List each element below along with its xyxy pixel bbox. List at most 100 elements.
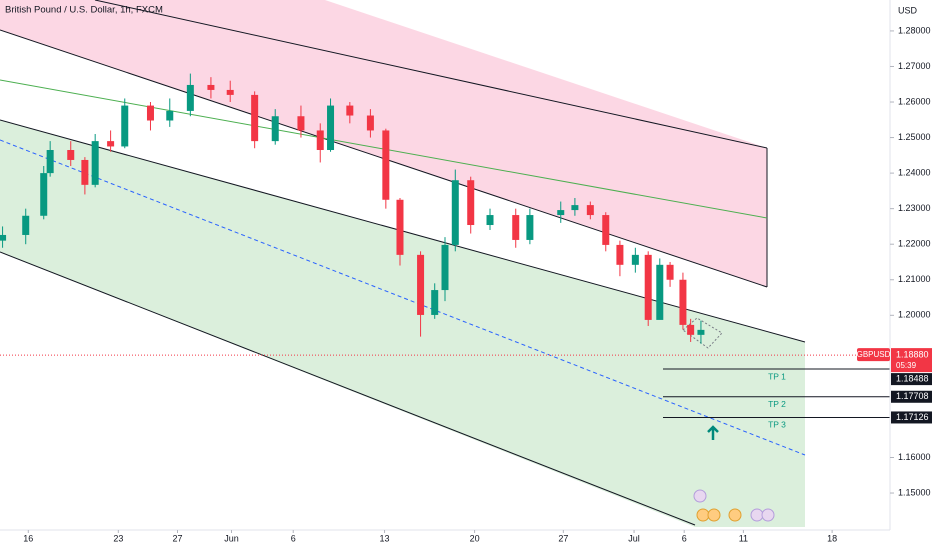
event-icon	[750, 508, 764, 522]
axes: 1.28000 1.27000 1.26000 1.25000 1.24000 1.230…	[23, 25, 932, 543]
y-tick-label: 1.20000	[898, 310, 931, 320]
candle-body	[81, 159, 89, 185]
candle-body	[316, 130, 324, 151]
candle-body	[441, 244, 449, 291]
candle-body	[557, 210, 565, 216]
y-tick-label: 1.15000	[898, 487, 931, 497]
candle-body	[226, 89, 234, 95]
event-icon	[693, 489, 707, 503]
candle-body	[486, 215, 494, 226]
y-tick-label: 1.21000	[898, 274, 931, 284]
drawings	[0, 0, 806, 527]
event-icons	[693, 489, 775, 522]
tp-label: TP 3	[768, 420, 786, 430]
candle-body	[327, 105, 335, 151]
x-tick-label: 20	[470, 533, 480, 543]
currency-label: USD	[898, 5, 918, 15]
tp-price-tag	[891, 373, 932, 386]
candle-body	[396, 199, 404, 255]
event-icon	[707, 508, 721, 522]
candle-body	[656, 264, 664, 320]
last-price-tag	[891, 348, 932, 373]
chart-title: British Pound / U.S. Dollar, 1h, FXCM	[5, 5, 163, 16]
countdown-label: 05:39	[896, 361, 917, 370]
tp-label: TP 1	[768, 371, 786, 381]
x-tick-label: 27	[172, 533, 182, 543]
tp-price-tag	[891, 390, 932, 403]
candle-body	[271, 116, 279, 142]
tp-label: TP 2	[768, 399, 786, 409]
candle-body	[366, 115, 374, 131]
candle-body	[107, 141, 115, 147]
candle-body	[431, 290, 439, 315]
candle-body	[571, 205, 579, 211]
time-axis-panel	[0, 530, 890, 550]
x-tick-label: 6	[682, 533, 687, 543]
candle-body	[67, 150, 75, 160]
candle-body	[22, 215, 30, 235]
tp-price-tag	[891, 411, 932, 424]
candle-body	[586, 205, 594, 216]
x-tick-label: 6	[291, 533, 296, 543]
candle-body	[616, 244, 624, 265]
candle-body	[687, 324, 695, 335]
candle-body	[251, 94, 259, 142]
channel-line	[94, 0, 768, 149]
candle-body	[46, 150, 54, 174]
y-tick-label: 1.26000	[898, 96, 931, 106]
candle-body	[346, 105, 354, 116]
y-tick-label: 1.22000	[898, 239, 931, 249]
symbol-label: GBPUSD	[857, 350, 891, 359]
y-tick-label: 1.25000	[898, 132, 931, 142]
tp-price-label: 1.18488	[896, 373, 929, 383]
x-tick-label: 16	[23, 533, 33, 543]
candle-body	[91, 141, 99, 185]
arrow-up	[707, 425, 719, 440]
event-icon	[728, 508, 742, 522]
x-tick-label: 27	[558, 533, 568, 543]
y-tick-label: 1.24000	[898, 167, 931, 177]
pattern-box	[682, 317, 723, 349]
marks: TP 1 TP 2 TP 3	[0, 73, 890, 430]
x-tick-label: 13	[380, 533, 390, 543]
candle-body	[467, 180, 475, 226]
x-tick-label: Jul	[628, 533, 640, 543]
candle-body	[512, 215, 520, 240]
candle-body	[166, 110, 174, 121]
candle-body	[602, 215, 610, 245]
candle-body	[679, 279, 687, 325]
channel-line	[0, 251, 696, 526]
x-tick-label: 18	[827, 533, 837, 543]
candle-body	[0, 234, 7, 241]
event-icon	[761, 508, 775, 522]
candle-body	[697, 329, 705, 335]
candle-body	[121, 105, 129, 147]
candle-body	[451, 180, 459, 245]
symbol-tag	[857, 348, 890, 362]
event-icon	[696, 508, 710, 522]
tp-price-label: 1.17708	[896, 391, 929, 401]
green-channel	[0, 120, 805, 527]
y-tick-label: 1.28000	[898, 25, 931, 35]
candle-body	[631, 254, 639, 265]
candle-body	[40, 173, 48, 216]
y-tick-label: 1.27000	[898, 61, 931, 71]
candle-body	[146, 105, 154, 121]
x-tick-label: 23	[113, 533, 123, 543]
price-axis-panel	[890, 0, 932, 550]
candle-body	[417, 254, 425, 315]
candle-body	[186, 84, 194, 111]
x-tick-label: Jun	[224, 533, 239, 543]
last-price-label: 1.18880	[896, 349, 929, 359]
y-tick-label: 1.16000	[898, 452, 931, 462]
tp-price-label: 1.17126	[896, 412, 929, 422]
candle-body	[666, 264, 674, 280]
x-tick-label: 11	[739, 533, 748, 543]
candle-body	[297, 116, 305, 131]
y-tick-label: 1.23000	[898, 203, 931, 213]
candle-body	[207, 84, 215, 90]
candle-body	[382, 130, 390, 200]
candle-body	[644, 254, 652, 320]
candle-body	[526, 215, 534, 240]
